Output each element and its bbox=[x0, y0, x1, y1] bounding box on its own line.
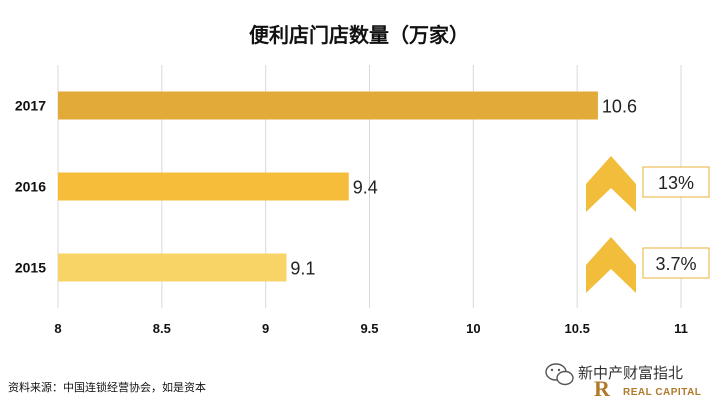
x-tick-label: 9 bbox=[262, 321, 269, 336]
x-tick-label: 8.5 bbox=[153, 321, 171, 336]
bar bbox=[58, 91, 598, 120]
x-tick-label: 8 bbox=[54, 321, 61, 336]
growth-annotation: 13% bbox=[586, 156, 710, 212]
source-note: 资料来源：中国连锁经营协会，如是资本 bbox=[8, 380, 206, 394]
growth-box bbox=[642, 247, 710, 279]
value-label: 10.6 bbox=[602, 97, 637, 117]
bar bbox=[58, 172, 349, 201]
up-arrow-icon bbox=[586, 156, 636, 212]
category-label: 2016 bbox=[15, 179, 46, 195]
category-label: 2017 bbox=[15, 98, 46, 114]
value-label: 9.4 bbox=[353, 178, 378, 198]
bar bbox=[58, 253, 287, 282]
x-tick-labels: 8 8.5 9 9.5 10 10.5 11 bbox=[54, 321, 687, 336]
category-labels: 2017 2016 2015 bbox=[15, 98, 46, 276]
watermark-logo-letter: R bbox=[594, 376, 611, 401]
up-arrow-icon bbox=[586, 237, 636, 293]
watermark-sub: REAL CAPITAL bbox=[623, 387, 701, 398]
growth-annotation: 3.7% bbox=[586, 237, 710, 293]
watermark: 新中产财富指北 R REAL CAPITAL bbox=[545, 363, 701, 401]
x-tick-label: 10 bbox=[466, 321, 480, 336]
growth-label: 3.7% bbox=[655, 254, 696, 274]
growth-annotations: 13% 3.7% bbox=[586, 156, 710, 293]
wechat-icon bbox=[545, 363, 574, 386]
bars bbox=[58, 91, 598, 282]
growth-label: 13% bbox=[658, 173, 694, 193]
value-label: 9.1 bbox=[290, 259, 315, 279]
x-tick-label: 11 bbox=[674, 321, 688, 336]
x-tick-label: 10.5 bbox=[565, 321, 590, 336]
watermark-name: 新中产财富指北 bbox=[578, 364, 683, 382]
category-label: 2015 bbox=[15, 260, 46, 276]
value-labels: 10.6 9.4 9.1 bbox=[290, 97, 637, 279]
growth-box bbox=[642, 166, 710, 198]
chart-title: 便利店门店数量（万家） bbox=[249, 23, 469, 47]
x-tick-label: 9.5 bbox=[360, 321, 378, 336]
